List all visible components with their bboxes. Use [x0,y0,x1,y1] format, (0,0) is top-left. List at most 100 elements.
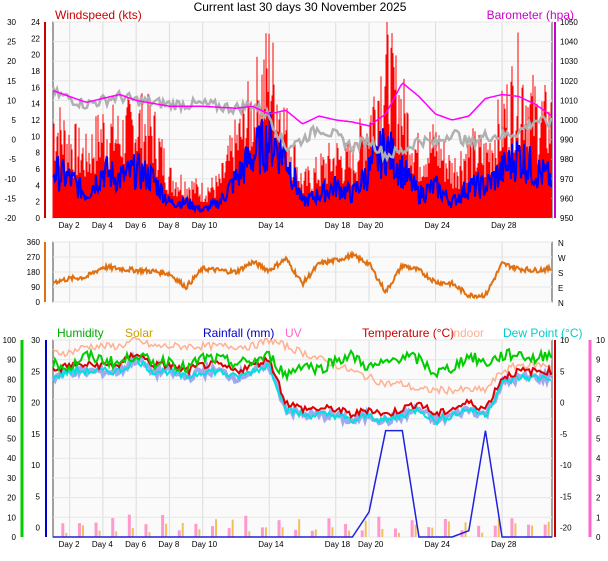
temp-grey-series [51,84,553,164]
solar-bar [447,521,450,537]
uv-bar [360,530,364,537]
uv-bar [127,514,131,537]
baro-tick: 1010 [560,96,578,105]
temperature-series [52,351,552,419]
uv-bar [477,525,481,537]
wind-tick: 18 [31,67,40,76]
humidity-tick: 30 [7,474,16,483]
day-label: Day 4 [92,221,113,230]
solar-bar [414,524,417,537]
rain-tick: 25 [31,367,40,376]
day-label: Day 24 [425,221,451,230]
solar-bar [264,527,267,537]
solar-bar [464,522,467,537]
uv-bar [94,522,98,537]
solar-bar [198,529,201,537]
solar-bar [314,529,317,537]
solar-bar [381,528,384,537]
uv-tick: 9 [596,356,601,365]
humidity-tick: 100 [3,336,17,345]
humidity-tick: 50 [7,435,16,444]
wind-tick: 8 [36,149,41,158]
compass-tick: N [558,239,564,248]
day-label: Day 8 [158,540,179,549]
uv-bar [61,523,65,537]
solar-bar [531,525,534,537]
solar-bar [98,530,101,537]
wind-tick: 0 [36,214,41,223]
solar-bar [81,525,84,537]
wind-tick: 2 [36,198,41,207]
uv-bar [260,527,264,537]
humidity-tick: 70 [7,395,16,404]
wind-tick: 6 [36,165,41,174]
day-label: Day 8 [158,221,179,230]
solar-bar [181,522,184,537]
uv-tick: 4 [596,454,601,463]
direction-series [52,250,552,300]
temp-outer-tick: 5 [12,116,17,125]
dir-tick: 0 [36,298,41,307]
temp-tick: -15 [560,492,572,501]
temp-outer-tick: 10 [7,96,16,105]
wind-tick: 16 [31,83,40,92]
compass-tick: W [558,254,566,263]
humidity-tick: 80 [7,375,16,384]
rainfall-series [53,429,552,538]
humidity-tick: 40 [7,454,16,463]
dir-tick: 180 [27,268,41,277]
chart-title: Current last 30 days 30 November 2025 [194,0,407,14]
day-label: Day 18 [325,540,351,549]
solar-bar [131,527,134,537]
humidity-tick: 20 [7,494,16,503]
uv-bar [443,518,447,537]
rain-tick: 20 [31,399,40,408]
solar-bar [481,532,484,537]
wind-tick: 20 [31,51,40,60]
uv-bar [161,515,165,537]
uv-bar [144,524,148,537]
temp-tick: 5 [560,367,565,376]
uv-bar [527,524,531,537]
solar-bar [65,532,68,537]
uv-bar [177,530,181,537]
legend-item: Temperature (°C) [362,326,454,340]
legend-item: Humidity [57,326,104,340]
temp-tick: -20 [560,524,572,533]
uv-tick: 3 [596,474,601,483]
rain-tick: 15 [31,430,40,439]
dir-tick: 90 [31,283,40,292]
solar-bar [231,519,234,537]
uv-bar [77,523,81,537]
uv-bar [510,518,514,537]
compass-tick: S [558,269,563,278]
uv-tick: 7 [596,395,601,404]
indoor-series [52,336,552,396]
uv-bar [111,518,115,537]
temp-tick: 10 [560,336,569,345]
wind-tick: 4 [36,181,41,190]
humidity-tick: 10 [7,513,16,522]
uv-bar [244,515,248,537]
temp-tick: -10 [560,461,572,470]
wind-tick: 24 [31,18,40,27]
legend-item: Indoor [450,326,484,340]
compass-tick: N [558,299,564,308]
day-label: Day 14 [258,221,284,230]
solar-bar [165,523,168,537]
uv-bar [327,518,331,537]
solar-bar [364,520,367,537]
uv-bar [410,520,414,537]
legend-item: Rainfall (mm) [203,326,274,340]
day-label: Day 28 [491,540,517,549]
solar-bar [514,523,517,537]
day-label: Day 28 [491,221,517,230]
day-label: Day 4 [92,540,113,549]
uv-tick: 0 [596,533,601,542]
wind-tick: 12 [31,116,40,125]
uv-bar [493,525,497,537]
temp-outer-tick: -15 [4,194,16,203]
uv-bar [310,530,314,537]
solar-bar [281,527,284,537]
